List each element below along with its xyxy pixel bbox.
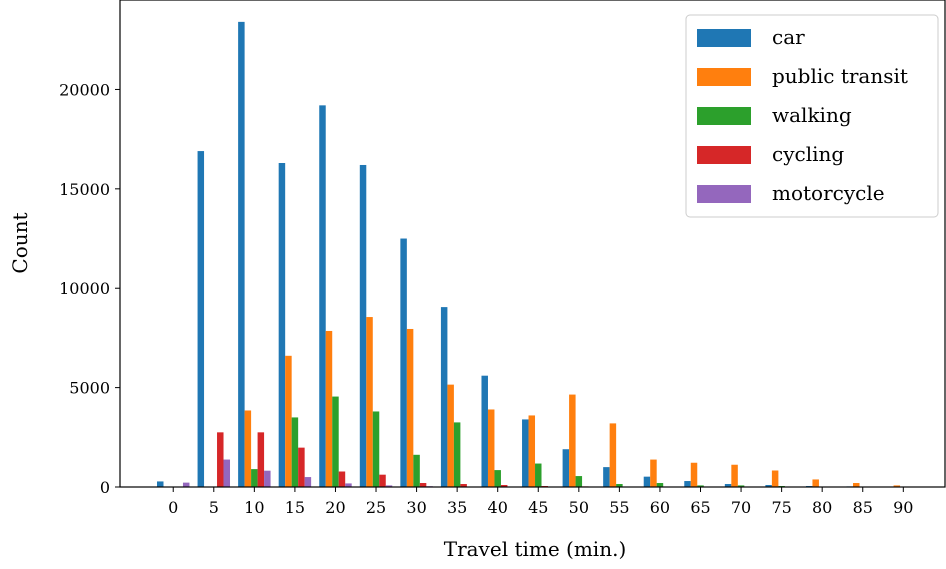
bar-public-transit-10 — [245, 410, 251, 487]
bar-public-transit-80 — [812, 479, 818, 487]
bar-car-45 — [522, 419, 528, 487]
x-tick-label: 75 — [771, 498, 791, 517]
y-tick-label: 20000 — [59, 80, 110, 99]
x-tick-label: 0 — [168, 498, 178, 517]
bar-cycling-25 — [379, 475, 385, 487]
bar-public-transit-70 — [731, 465, 737, 487]
bar-motorcycle-15 — [305, 477, 311, 487]
bar-motorcycle-5 — [224, 460, 230, 487]
bar-public-transit-65 — [691, 463, 697, 487]
bar-car-50 — [563, 449, 569, 487]
bar-car-5 — [198, 151, 204, 487]
bar-cycling-10 — [258, 432, 264, 487]
x-tick-label: 20 — [325, 498, 345, 517]
x-tick-label: 85 — [853, 498, 873, 517]
y-tick-label: 10000 — [59, 279, 110, 298]
x-tick-label: 30 — [406, 498, 426, 517]
bar-car-30 — [400, 239, 406, 487]
legend-swatch-cycling — [697, 146, 751, 164]
y-axis: 0 5000 10000 15000 20000 — [59, 80, 120, 497]
x-tick-label: 25 — [366, 498, 386, 517]
x-tick-label: 70 — [731, 498, 751, 517]
x-tick-label: 60 — [650, 498, 670, 517]
legend-label-walking: walking — [772, 103, 852, 127]
bar-car-20 — [319, 105, 325, 487]
legend-swatch-car — [697, 29, 751, 47]
bar-public-transit-15 — [285, 356, 291, 487]
legend-label-public-transit: public transit — [772, 64, 908, 88]
legend-swatch-motorcycle — [697, 185, 751, 203]
bar-walking-40 — [494, 470, 500, 487]
bar-car-35 — [441, 307, 447, 487]
bar-car-40 — [481, 376, 487, 487]
x-tick-label: 5 — [209, 498, 219, 517]
bar-public-transit-30 — [407, 329, 413, 487]
bar-car-60 — [644, 477, 650, 487]
bar-public-transit-60 — [650, 460, 656, 487]
bar-public-transit-50 — [569, 395, 575, 487]
x-tick-label: 40 — [488, 498, 508, 517]
bar-public-transit-35 — [447, 385, 453, 487]
bar-public-transit-40 — [488, 409, 494, 487]
legend-label-cycling: cycling — [772, 142, 844, 166]
x-tick-label: 45 — [528, 498, 548, 517]
x-axis-title: Travel time (min.) — [444, 537, 627, 561]
bar-car-65 — [684, 481, 690, 487]
bar-car-25 — [360, 165, 366, 487]
bar-walking-45 — [535, 464, 541, 487]
bar-public-transit-55 — [610, 423, 616, 487]
x-axis: 0 5 10 15 20 25 30 35 40 45 50 55 60 65 70 75 80 85 90 — [168, 487, 913, 517]
bar-walking-10 — [251, 469, 257, 487]
x-tick-label: 35 — [447, 498, 467, 517]
x-tick-label: 10 — [244, 498, 264, 517]
bar-car-55 — [603, 467, 609, 487]
bar-public-transit-75 — [772, 471, 778, 488]
bar-walking-15 — [292, 417, 298, 487]
bar-walking-25 — [373, 411, 379, 487]
x-tick-label: 90 — [893, 498, 913, 517]
bar-walking-30 — [413, 455, 419, 487]
bar-motorcycle-0 — [183, 483, 189, 487]
bar-public-transit-20 — [326, 331, 332, 487]
bar-motorcycle-10 — [264, 471, 270, 487]
legend-swatch-public-transit — [697, 68, 751, 86]
y-tick-label: 0 — [100, 478, 110, 497]
y-tick-label: 5000 — [69, 379, 110, 398]
legend: car public transit walking cycling motorcycl… — [686, 15, 938, 217]
bar-car-10 — [238, 22, 244, 487]
bar-walking-35 — [454, 422, 460, 487]
legend-label-motorcycle: motorcycle — [772, 181, 885, 205]
legend-label-car: car — [772, 25, 805, 49]
x-tick-label: 15 — [285, 498, 305, 517]
x-tick-label: 50 — [569, 498, 589, 517]
bar-cycling-5 — [217, 432, 223, 487]
x-tick-label: 55 — [609, 498, 629, 517]
bar-cycling-20 — [339, 472, 345, 488]
x-tick-label: 65 — [690, 498, 710, 517]
y-tick-label: 15000 — [59, 180, 110, 199]
bar-car-0 — [157, 481, 163, 487]
bar-car-15 — [279, 163, 285, 487]
x-tick-label: 80 — [812, 498, 832, 517]
bar-walking-50 — [576, 476, 582, 487]
legend-swatch-walking — [697, 107, 751, 125]
bar-public-transit-45 — [529, 415, 535, 487]
bar-public-transit-25 — [366, 317, 372, 487]
bar-cycling-15 — [298, 448, 304, 487]
bar-walking-20 — [332, 397, 338, 487]
y-axis-title: Count — [8, 212, 32, 273]
